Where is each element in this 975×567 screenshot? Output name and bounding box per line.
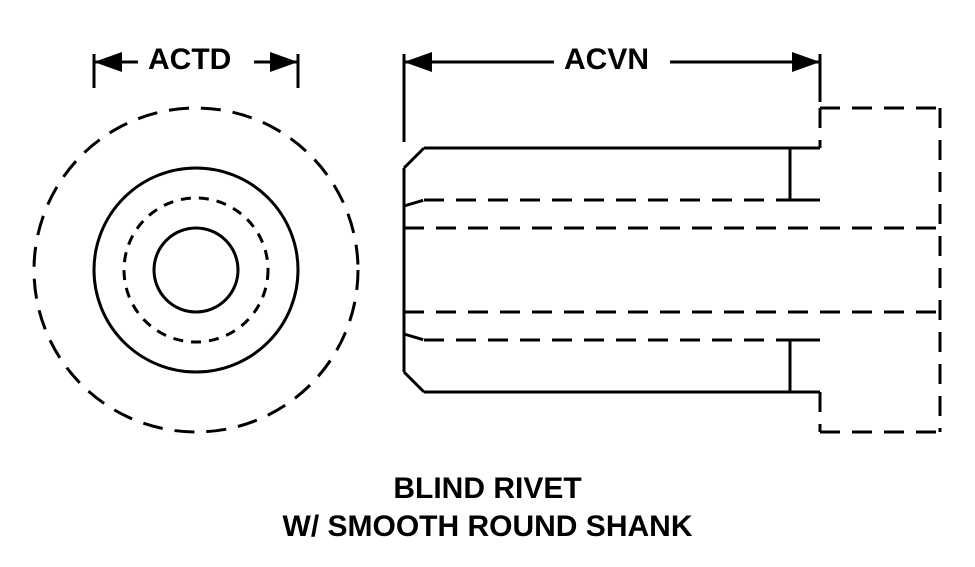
label-acvn: ACVN [564,43,649,77]
label-actd: ACTD [148,43,231,77]
label-acvn-text: ACVN [564,43,649,76]
diagram-canvas: ACTD ACVN BLIND RIVET W/ SMOOTH ROUND SH… [0,0,975,567]
title-line-1: BLIND RIVET [0,470,975,508]
title-line-2: W/ SMOOTH ROUND SHANK [0,508,975,546]
label-actd-text: ACTD [148,43,231,76]
title-block: BLIND RIVET W/ SMOOTH ROUND SHANK [0,470,975,546]
